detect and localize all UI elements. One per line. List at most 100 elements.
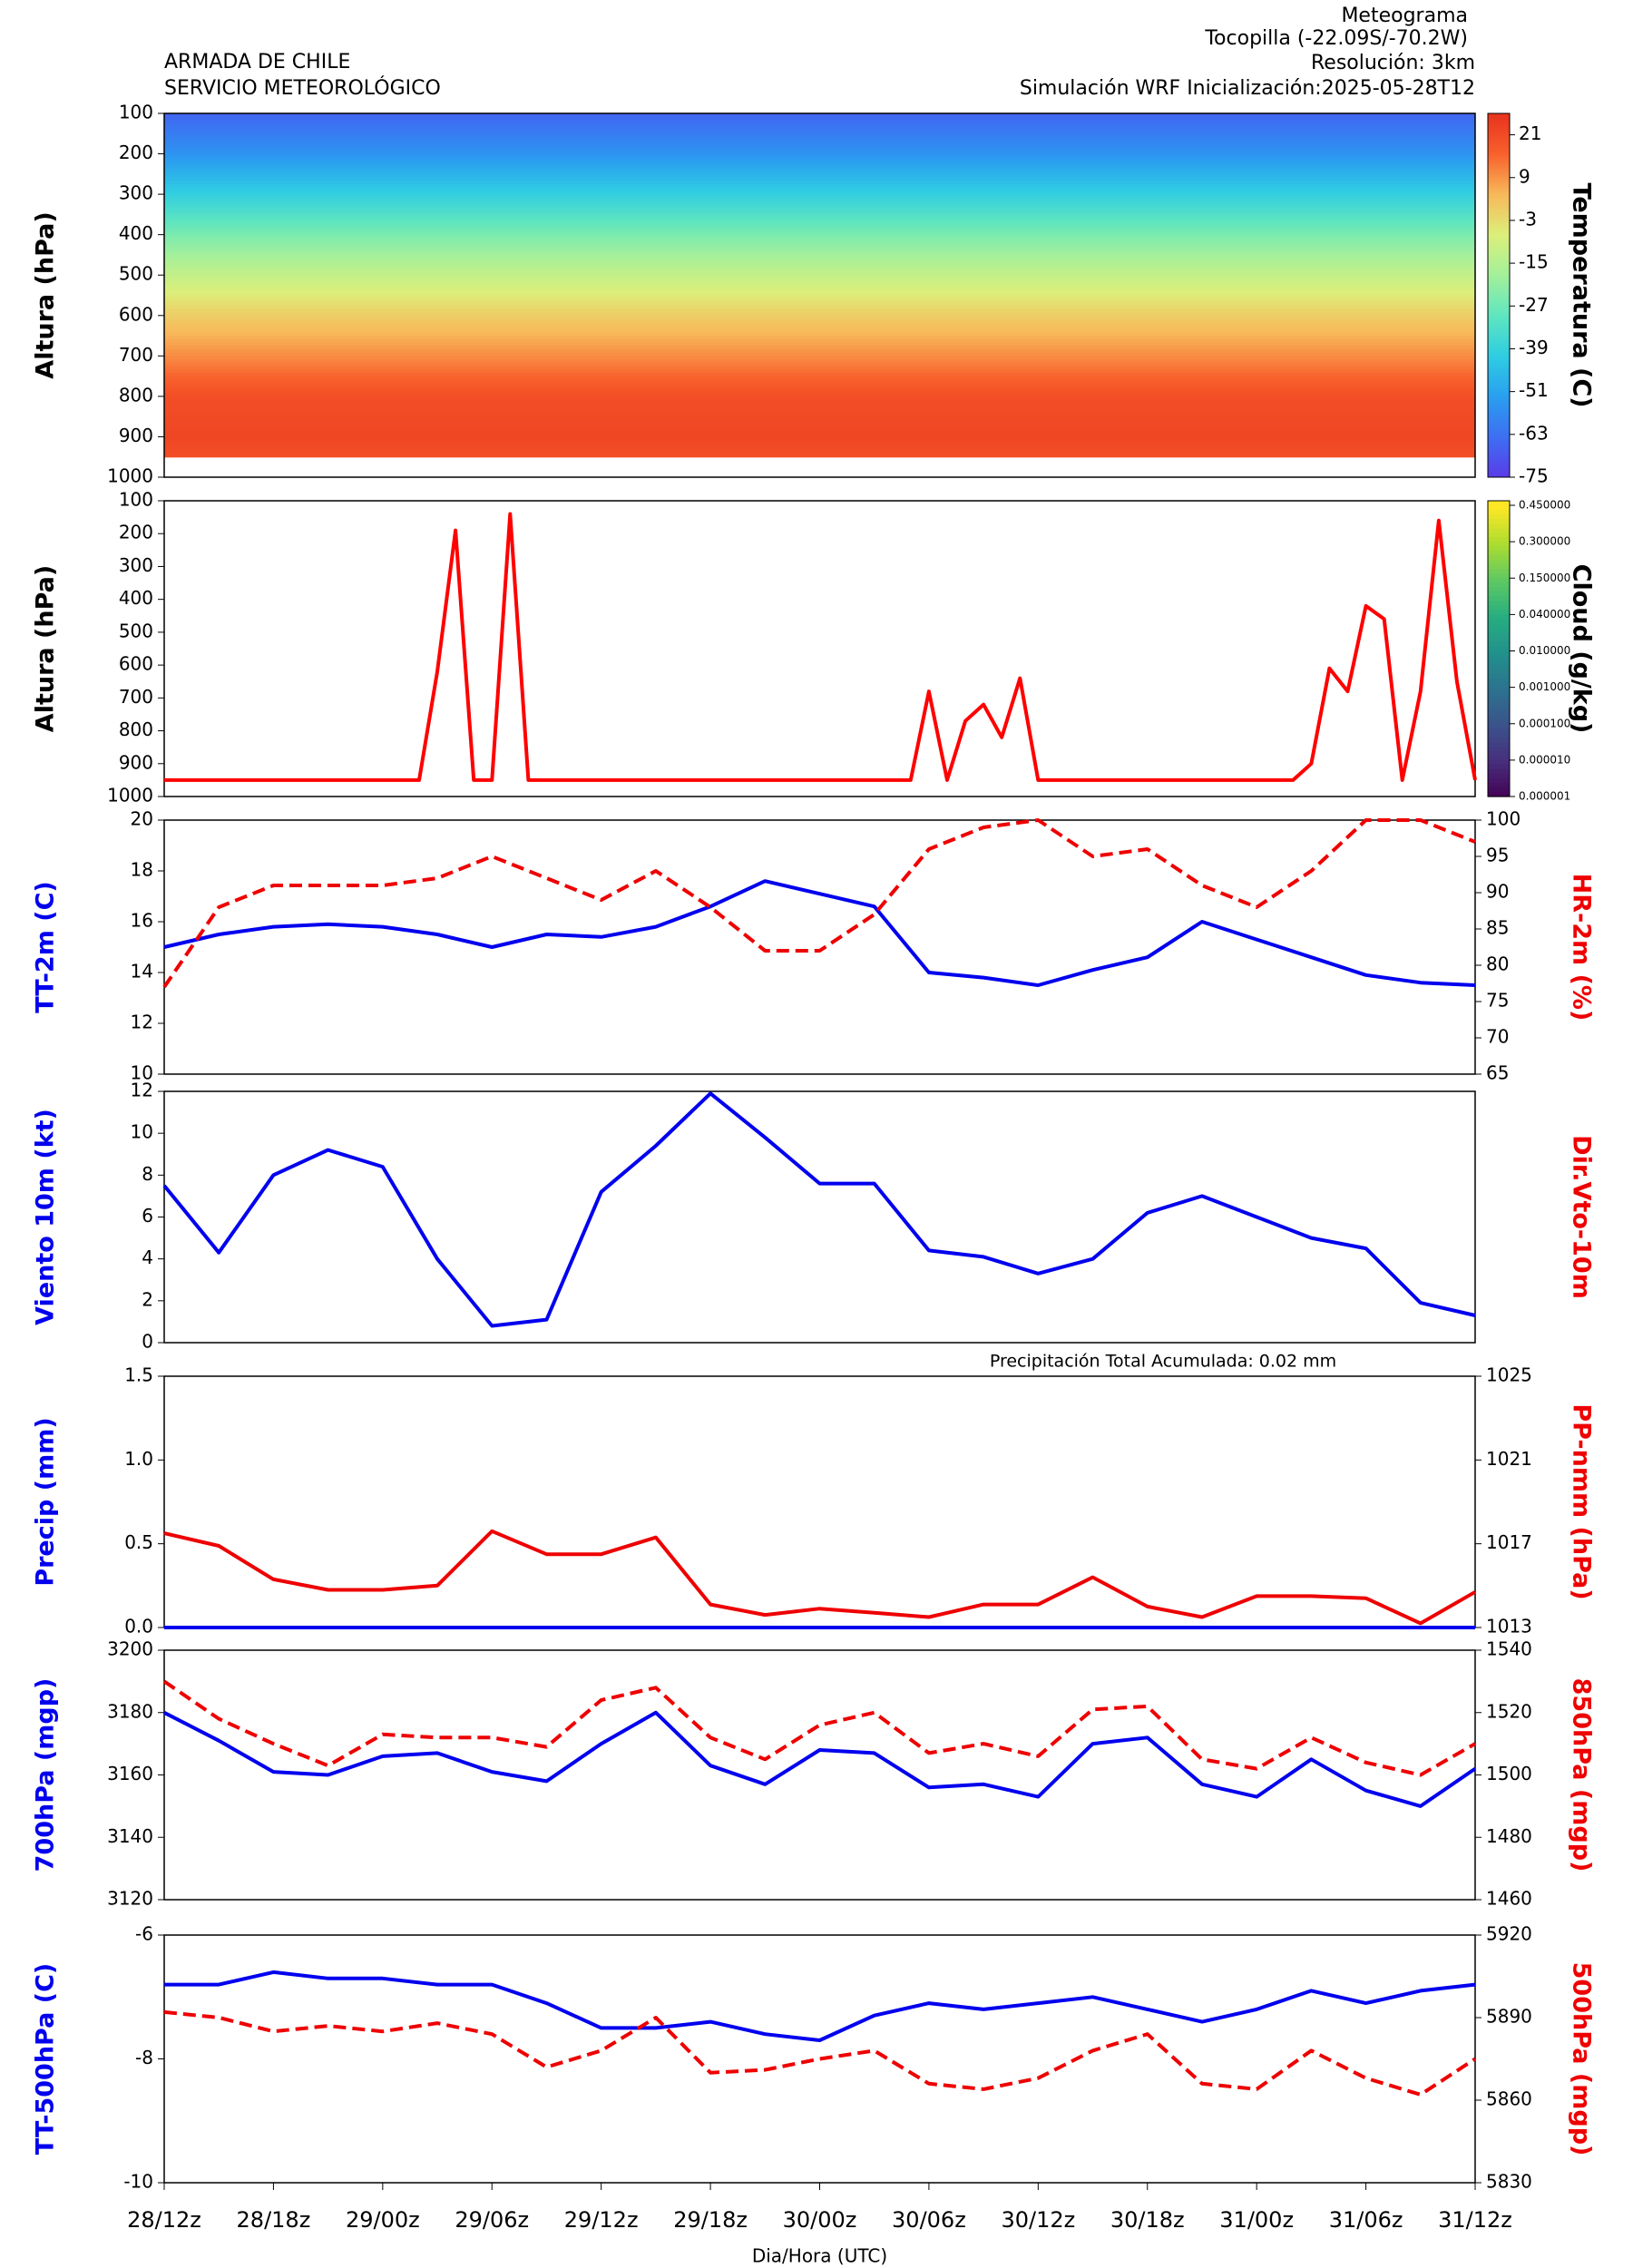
series-line: [162, 1679, 1476, 1777]
title: Meteograma: [1341, 5, 1468, 27]
temperature-band: [164, 160, 1475, 165]
temperature-band: [164, 393, 1475, 397]
temperature-band: [164, 348, 1475, 354]
y-axis-label: Altura (hPa): [32, 211, 60, 378]
colorbar-segment: [1488, 555, 1510, 561]
colorbar-segment: [1488, 551, 1510, 556]
y-tick-label: 1.0: [124, 1448, 153, 1470]
colorbar-segment: [1488, 741, 1510, 748]
series-line: [162, 818, 1476, 989]
colorbar-tick-label: 9: [1519, 165, 1530, 187]
colorbar-segment: [1488, 564, 1510, 570]
colorbar-top: [1488, 501, 1510, 506]
y2-axis-label: HR-2m (%): [1568, 874, 1596, 1022]
temperature-band: [164, 173, 1475, 179]
temperature-band: [164, 452, 1475, 455]
temperature-band: [164, 140, 1475, 145]
y-tick-label: 3180: [107, 1700, 153, 1722]
y-tick-label: 10: [131, 1121, 153, 1143]
y-axis-label: Altura (hPa): [32, 565, 60, 732]
colorbar-tick-label: 0.000100: [1519, 717, 1570, 729]
temperature-band: [164, 372, 1475, 377]
x-tick-label: 30/06z: [892, 2207, 966, 2233]
y-tick-label: 1000: [107, 465, 153, 487]
y2-tick-label: 1013: [1486, 1616, 1532, 1637]
colorbar: [1487, 112, 1511, 478]
temperature-band: [164, 197, 1475, 202]
x-tick-label: 30/18z: [1110, 2207, 1185, 2233]
temperature-band: [164, 325, 1475, 330]
colorbar-segment: [1488, 777, 1510, 784]
temperature-band: [164, 147, 1475, 152]
colorbar-segment: [1488, 505, 1510, 511]
y-tick-label: -8: [135, 2047, 153, 2068]
colorbar-segment: [1488, 719, 1510, 725]
temperature-band: [164, 430, 1475, 435]
colorbar-tick-label: -3: [1519, 208, 1537, 230]
temperature-band: [164, 301, 1475, 307]
y-axis-label: Precip (mm): [32, 1417, 60, 1586]
colorbar-tick-label: 0.010000: [1519, 644, 1570, 657]
temperature-band: [164, 396, 1475, 401]
temperature-band: [164, 399, 1475, 404]
colorbar-segment: [1488, 773, 1510, 779]
y2-tick-label: 1480: [1486, 1825, 1532, 1847]
y-tick-label: 4: [142, 1246, 153, 1268]
y-tick-label: 500: [119, 620, 153, 641]
colorbar-segment: [1488, 587, 1510, 592]
y-tick-label: -10: [123, 2171, 153, 2193]
colorbar-segment: [1488, 591, 1510, 597]
plot-frame: [163, 500, 1476, 797]
colorbar-segment: [1488, 519, 1510, 524]
y-tick-label: 400: [119, 587, 153, 609]
temperature-band: [164, 383, 1475, 387]
location: Tocopilla (-22.09S/-70.2W): [1204, 27, 1468, 50]
colorbar-segment: [1488, 737, 1510, 743]
y-tick-label: 20: [131, 808, 153, 830]
colorbar-segment: [1488, 650, 1510, 657]
x-tick-label: 29/06z: [455, 2207, 529, 2233]
y-tick-label: 0: [142, 1331, 153, 1353]
temperature-band: [164, 454, 1475, 456]
y2-tick-label: 1500: [1486, 1763, 1532, 1784]
temperature-band: [164, 413, 1475, 417]
colorbar-segment: [1488, 582, 1510, 588]
y-tick-label: -6: [135, 1923, 153, 1945]
x-tick-label: 28/12z: [127, 2207, 201, 2233]
colorbar-segment: [1488, 791, 1510, 797]
temperature-band: [164, 346, 1475, 350]
y-tick-label: 3160: [107, 1763, 153, 1784]
temperature-band: [164, 265, 1475, 269]
y2-tick-label: 5860: [1486, 2088, 1532, 2110]
colorbar-segment: [1488, 709, 1510, 716]
colorbar-segment: [1488, 623, 1510, 630]
y2-tick-label: 75: [1486, 990, 1509, 1012]
colorbar-frame: [1487, 500, 1511, 797]
temperature-band: [164, 171, 1475, 175]
temperature-band: [164, 308, 1475, 313]
plot-frame: [163, 112, 1476, 478]
series-line: [164, 512, 1477, 782]
y-tick-label: 100: [119, 489, 153, 511]
temperature-band: [164, 450, 1475, 453]
temperature-band: [164, 275, 1475, 279]
temperature-band: [164, 448, 1475, 451]
y-tick-label: 0.5: [124, 1531, 153, 1553]
y2-tick-label: 90: [1486, 881, 1509, 903]
temperature-band: [164, 379, 1475, 384]
annotation: Precipitación Total Acumulada: 0.02 mm: [990, 1352, 1336, 1372]
colorbar-segment: [1488, 510, 1510, 515]
y-tick-label: 200: [119, 522, 153, 543]
y2-tick-label: 1021: [1486, 1448, 1532, 1470]
temperature-band: [164, 214, 1475, 219]
series-line: [163, 1529, 1476, 1626]
temperature-band: [164, 130, 1475, 134]
y-tick-label: 2: [142, 1288, 153, 1310]
colorbar-segment: [1488, 569, 1510, 574]
org-name: ARMADA DE CHILE: [164, 51, 350, 73]
temperature-band: [164, 298, 1475, 303]
colorbar-segment: [1488, 705, 1510, 711]
colorbar-segment: [1488, 691, 1510, 698]
init-time: Simulación WRF Inicialización:2025-05-28…: [1020, 77, 1475, 100]
